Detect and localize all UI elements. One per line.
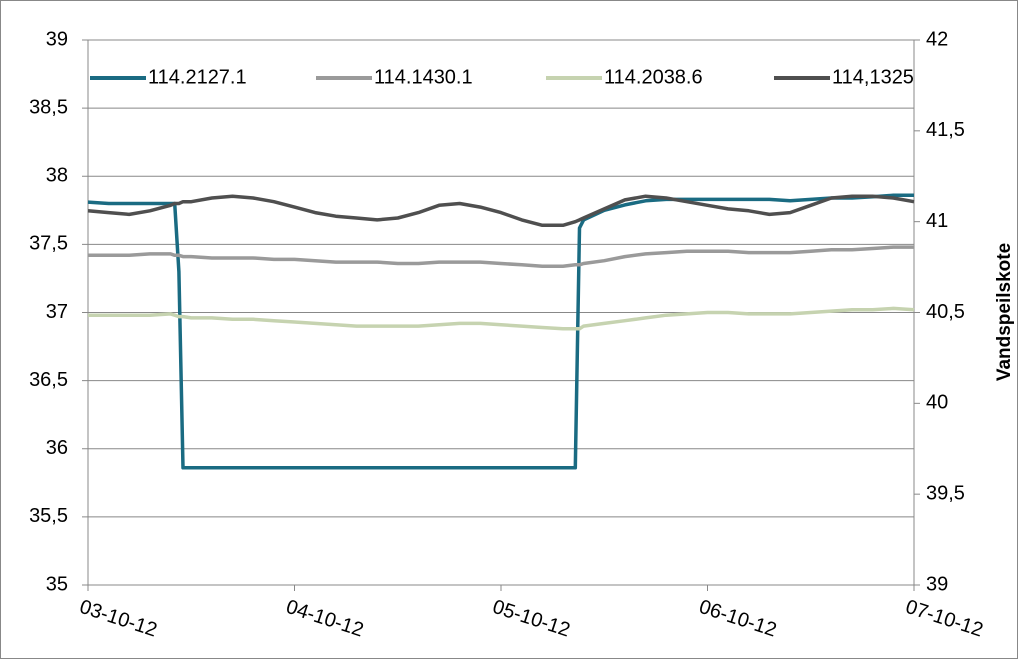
y2-axis-title: Vandspeilskote [994,243,1015,381]
y-tick-label: 37 [46,301,68,323]
series-line [88,306,915,331]
y2-tick-label: 42 [926,28,948,50]
legend-label: 114.1430.1 [374,66,473,88]
y-tick-label: 38,5 [29,96,68,118]
y-tick-label: 36 [46,437,68,459]
y2-tick-label: 41,5 [926,119,965,141]
y-tick-label: 38 [46,165,68,187]
y2-tick-label: 39,5 [926,482,965,504]
y2-tick-label: 40,5 [926,301,965,323]
legend-label: 114.2127.1 [148,66,247,88]
series-line [87,193,914,470]
series-line [87,194,915,228]
legend-label: 114,1325 [832,66,914,88]
y-tick-label: 37,5 [29,233,68,255]
y-tick-label: 35,5 [29,505,68,527]
y-tick-label: 36,5 [29,369,68,391]
legend-label: 114.2038.6 [604,66,703,88]
series-line [88,245,914,268]
y2-tick-label: 39 [926,573,948,595]
y-tick-label: 35 [46,573,68,595]
y2-tick-label: 41 [926,210,948,232]
y2-tick-label: 40 [926,392,948,414]
y-tick-label: 39 [46,28,68,50]
